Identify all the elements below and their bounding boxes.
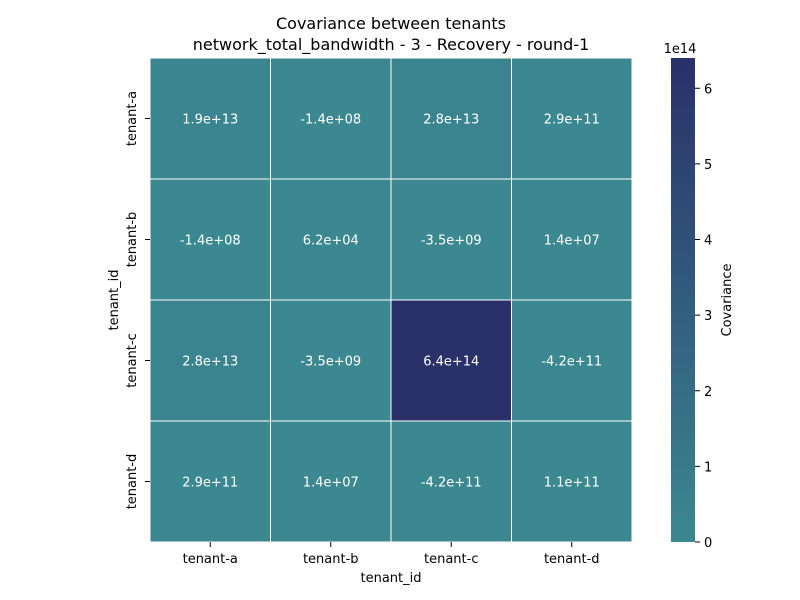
x-axis-ticks: tenant-a tenant-b tenant-c tenant-d <box>183 542 600 567</box>
y-tick-label: tenant-a <box>125 91 140 146</box>
y-axis-ticks: tenant-a tenant-b tenant-c tenant-d <box>125 91 150 509</box>
colorbar-tick-label: 1 <box>704 460 712 475</box>
x-tick-label: tenant-b <box>303 552 359 567</box>
x-tick-label: tenant-a <box>183 552 238 567</box>
heatmap-cell <box>270 420 392 543</box>
cell-value-label: -1.4e+08 <box>300 113 361 128</box>
cell-value-label: -3.5e+09 <box>300 355 361 370</box>
heatmap-cell <box>511 57 633 180</box>
heatmap-cell <box>511 299 633 422</box>
colorbar-tick-label: 5 <box>704 158 712 173</box>
colorbar-tick-label: 2 <box>704 385 712 400</box>
heatmap-cell <box>390 57 512 180</box>
cell-value-label: 2.8e+13 <box>182 355 238 370</box>
heatmap-cell <box>149 420 271 543</box>
cell-value-label: 6.4e+14 <box>423 355 479 370</box>
heatmap-cell <box>270 57 392 180</box>
cell-value-label: 6.2e+04 <box>303 234 359 249</box>
cell-value-label: 1.4e+07 <box>303 476 359 491</box>
chart-title: Covariance between tenants <box>276 14 506 33</box>
y-tick-label: tenant-c <box>125 333 140 387</box>
cell-value-label: 2.8e+13 <box>423 113 479 128</box>
y-tick-label: tenant-b <box>125 212 140 268</box>
cell-value-label: 1.9e+13 <box>182 113 238 128</box>
cell-value-label: 1.1e+11 <box>544 476 600 491</box>
colorbar-tick-label: 0 <box>704 536 712 551</box>
cell-value-label: 2.9e+11 <box>544 113 600 128</box>
heatmap-cell <box>149 57 271 180</box>
colorbar-label: Covariance <box>720 264 735 337</box>
heatmap-cell <box>390 420 512 543</box>
heatmap-cell <box>511 178 633 301</box>
colorbar-tick-label: 3 <box>704 309 712 324</box>
x-tick-label: tenant-d <box>544 552 600 567</box>
y-axis-label: tenant_id <box>107 269 122 330</box>
colorbar-gradient <box>671 58 695 542</box>
heatmap-cell <box>149 178 271 301</box>
cell-value-label: -1.4e+08 <box>180 234 241 249</box>
x-axis-label: tenant_id <box>360 571 421 586</box>
cell-value-label: -4.2e+11 <box>421 476 482 491</box>
x-tick-label: tenant-c <box>424 552 478 567</box>
heatmap-cell <box>270 178 392 301</box>
cell-value-label: -3.5e+09 <box>421 234 482 249</box>
cell-value-label: 2.9e+11 <box>182 476 238 491</box>
cell-value-label: 1.4e+07 <box>544 234 600 249</box>
y-tick-label: tenant-d <box>125 454 140 510</box>
cell-value-label: -4.2e+11 <box>541 355 602 370</box>
heatmap-cells: 1.9e+13 -1.4e+08 2.8e+13 2.9e+11 -1.4e+08 6.2… <box>149 57 633 543</box>
heatmap-cell <box>511 420 633 543</box>
colorbar-multiplier: 1e14 <box>664 42 697 57</box>
colorbar: 0 1 2 3 4 5 6 <box>671 58 712 551</box>
chart-subtitle: network_total_bandwidth - 3 - Recovery -… <box>193 35 590 55</box>
heatmap-cell <box>270 299 392 422</box>
colorbar-tick-label: 4 <box>704 234 712 249</box>
colorbar-tick-label: 6 <box>704 82 712 97</box>
